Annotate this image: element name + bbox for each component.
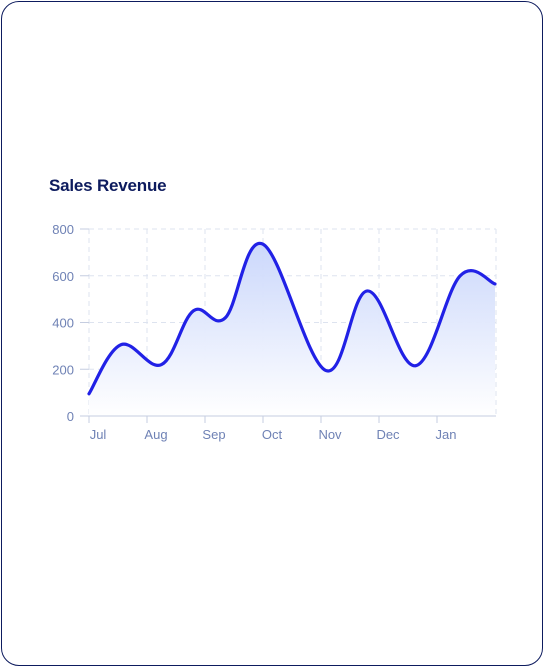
x-tick-label: Jul <box>90 427 107 442</box>
x-tick-label: Jan <box>436 427 457 442</box>
chart-title: Sales Revenue <box>49 176 167 195</box>
y-tick-label: 200 <box>52 362 74 377</box>
y-tick-label: 400 <box>52 316 74 331</box>
area-layer <box>87 241 497 416</box>
x-tick-label: Sep <box>202 427 225 442</box>
area-fill <box>89 243 495 416</box>
series-line <box>87 241 497 396</box>
x-tick-label: Nov <box>318 427 342 442</box>
x-tick-label: Dec <box>376 427 400 442</box>
x-tick-label: Oct <box>262 427 283 442</box>
x-tick-label: Aug <box>144 427 167 442</box>
y-tick-label: 0 <box>67 409 74 424</box>
tick-labels: 0 200 400 600 800 Jul Aug Sep Oct Nov Dec Jan <box>52 222 456 442</box>
y-tick-label: 600 <box>52 269 74 284</box>
axes <box>80 228 496 423</box>
y-tick-label: 800 <box>52 222 74 237</box>
